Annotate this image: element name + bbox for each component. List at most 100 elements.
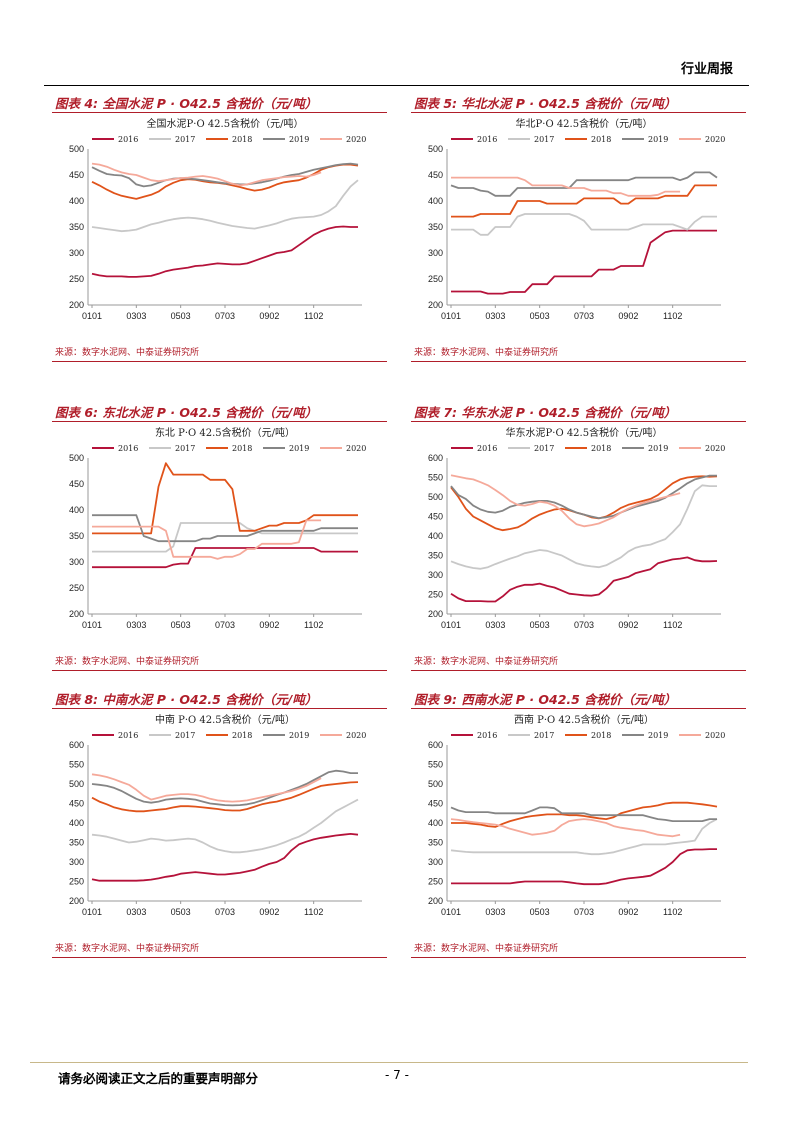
series-line-2019 bbox=[91, 162, 359, 188]
y-tick-label: 250 bbox=[428, 590, 443, 600]
legend-label-2017: 2017 bbox=[534, 731, 554, 740]
series-line-2016 bbox=[451, 848, 717, 886]
x-tick-label: 0703 bbox=[574, 311, 594, 321]
x-tick-label: 0503 bbox=[530, 311, 550, 321]
y-tick-label: 550 bbox=[69, 760, 84, 770]
x-tick-label: 0703 bbox=[215, 907, 235, 917]
x-tick-label: 0902 bbox=[618, 311, 638, 321]
x-tick-label: 0902 bbox=[618, 620, 638, 630]
y-tick-label: 250 bbox=[69, 877, 84, 887]
legend-label-2017: 2017 bbox=[175, 135, 195, 144]
legend-label-2017: 2017 bbox=[534, 135, 554, 144]
y-tick-label: 350 bbox=[428, 551, 443, 561]
x-tick-label: 0902 bbox=[259, 311, 279, 321]
line-chart: 华东水泥P·O 42.5含税价（元/吨） 2016 2017 2018 2019 2020… bbox=[428, 426, 725, 630]
legend-label-2018: 2018 bbox=[232, 731, 252, 740]
y-tick-label: 500 bbox=[428, 779, 443, 789]
x-tick-label: 0303 bbox=[126, 907, 146, 917]
x-tick-label: 0902 bbox=[259, 620, 279, 630]
x-tick-label: 0503 bbox=[171, 311, 191, 321]
series-line-2018 bbox=[92, 462, 358, 535]
figure-title: 图表 4: 全国水泥 P · O42.5 含税价（元/吨） bbox=[52, 95, 387, 113]
series-line-2019 bbox=[450, 171, 718, 197]
y-tick-label: 350 bbox=[428, 222, 443, 232]
legend-label-2016: 2016 bbox=[477, 731, 497, 740]
panel-fig9: 图表 9: 西南水泥 P · O42.5 含税价（元/吨） 西南 P·O 42.… bbox=[411, 691, 746, 963]
x-tick-label: 0503 bbox=[171, 907, 191, 917]
source-note: 来源：数字水泥网、中泰证券研究所 bbox=[55, 944, 200, 954]
chart-title: 全国水泥P·O 42.5含税价（元/吨） bbox=[147, 117, 304, 130]
y-tick-label: 250 bbox=[69, 583, 84, 593]
chart-title: 华北P·O 42.5含税价（元/吨） bbox=[516, 117, 653, 130]
x-tick-label: 0101 bbox=[441, 311, 461, 321]
x-tick-label: 0703 bbox=[574, 907, 594, 917]
legend-label-2018: 2018 bbox=[232, 135, 252, 144]
x-tick-label: 1102 bbox=[304, 907, 323, 917]
legend-label-2018: 2018 bbox=[591, 444, 611, 453]
y-tick-label: 400 bbox=[428, 196, 443, 206]
figure-title: 图表 5: 华北水泥 P · O42.5 含税价（元/吨） bbox=[411, 95, 746, 113]
chart-container: 全国水泥P·O 42.5含税价（元/吨） 2016 2017 2018 2019 2020… bbox=[52, 115, 387, 340]
x-tick-label: 0101 bbox=[441, 907, 461, 917]
y-tick-label: 200 bbox=[69, 609, 84, 619]
x-tick-label: 0503 bbox=[530, 907, 550, 917]
legend-label-2016: 2016 bbox=[118, 444, 138, 453]
y-tick-label: 450 bbox=[69, 170, 84, 180]
x-tick-label: 0902 bbox=[259, 907, 279, 917]
legend-label-2016: 2016 bbox=[118, 731, 138, 740]
y-tick-label: 500 bbox=[428, 144, 443, 154]
line-chart: 华北P·O 42.5含税价（元/吨） 2016 2017 2018 2019 2020 20… bbox=[428, 117, 725, 321]
legend-label-2019: 2019 bbox=[289, 135, 309, 144]
line-chart: 东北 P·O 42.5含税价（元/吨） 2016 2017 2018 2019 2020 2… bbox=[69, 426, 366, 630]
x-tick-label: 0303 bbox=[485, 907, 505, 917]
y-tick-label: 300 bbox=[428, 570, 443, 580]
legend-label-2018: 2018 bbox=[232, 444, 252, 453]
y-tick-label: 250 bbox=[428, 274, 443, 284]
source-divider bbox=[52, 957, 387, 958]
source-divider bbox=[52, 361, 387, 362]
page-number: - 7 - bbox=[385, 1068, 409, 1082]
x-tick-label: 0703 bbox=[215, 311, 235, 321]
x-tick-label: 0703 bbox=[574, 620, 594, 630]
series-line-2019 bbox=[91, 769, 358, 807]
chart-container: 中南 P·O 42.5含税价（元/吨） 2016 2017 2018 2019 2020 2… bbox=[52, 711, 387, 936]
y-tick-label: 450 bbox=[428, 170, 443, 180]
series-line-2016 bbox=[91, 833, 359, 882]
series-line-2016 bbox=[92, 547, 358, 569]
series-line-2017 bbox=[450, 484, 717, 570]
source-note: 来源：数字水泥网、中泰证券研究所 bbox=[414, 657, 559, 667]
series-line-2019 bbox=[450, 806, 717, 822]
series-line-2018 bbox=[450, 475, 718, 532]
y-tick-label: 300 bbox=[428, 248, 443, 258]
x-tick-label: 0303 bbox=[485, 620, 505, 630]
x-tick-label: 1102 bbox=[663, 907, 682, 917]
x-tick-label: 0303 bbox=[126, 620, 146, 630]
x-tick-label: 1102 bbox=[304, 620, 323, 630]
panel-fig4: 图表 4: 全国水泥 P · O42.5 含税价（元/吨） 全国水泥P·O 42… bbox=[52, 95, 387, 367]
chart-title: 东北 P·O 42.5含税价（元/吨） bbox=[155, 426, 295, 439]
panel-fig5: 图表 5: 华北水泥 P · O42.5 含税价（元/吨） 华北P·O 42.5… bbox=[411, 95, 746, 367]
y-tick-label: 500 bbox=[69, 779, 84, 789]
x-tick-label: 0101 bbox=[82, 907, 102, 917]
y-tick-label: 450 bbox=[69, 799, 84, 809]
x-tick-label: 1102 bbox=[663, 620, 682, 630]
series-line-2020 bbox=[92, 519, 322, 560]
legend-label-2019: 2019 bbox=[289, 731, 309, 740]
legend-label-2020: 2020 bbox=[346, 444, 366, 453]
legend-label-2019: 2019 bbox=[648, 444, 668, 453]
chart-title: 中南 P·O 42.5含税价（元/吨） bbox=[155, 713, 295, 726]
y-tick-label: 550 bbox=[428, 760, 443, 770]
legend-label-2016: 2016 bbox=[477, 444, 497, 453]
series-line-2016 bbox=[91, 225, 358, 278]
source-divider bbox=[411, 957, 746, 958]
series-line-2017 bbox=[92, 522, 358, 553]
y-tick-label: 500 bbox=[428, 492, 443, 502]
y-tick-label: 400 bbox=[69, 818, 84, 828]
series-line-2020 bbox=[450, 818, 681, 838]
legend-label-2017: 2017 bbox=[175, 731, 195, 740]
series-line-2020 bbox=[91, 773, 322, 803]
footer-divider bbox=[30, 1062, 748, 1063]
source-note: 来源：数字水泥网、中泰证券研究所 bbox=[414, 348, 559, 358]
y-tick-label: 200 bbox=[428, 609, 443, 619]
y-tick-label: 300 bbox=[69, 248, 84, 258]
